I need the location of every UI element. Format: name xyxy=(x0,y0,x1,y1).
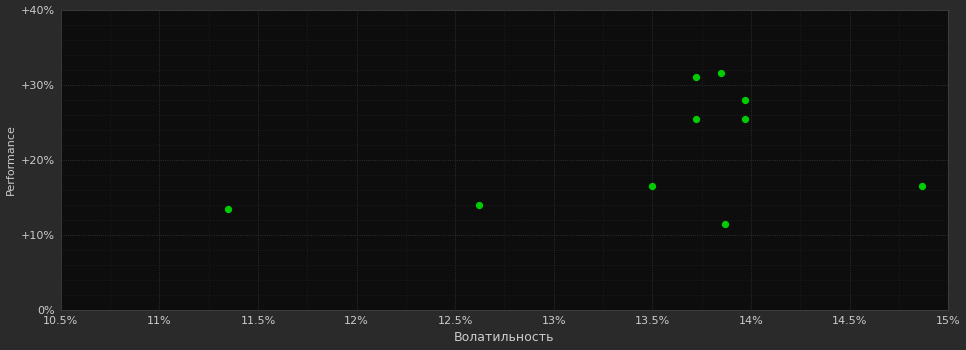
Point xyxy=(220,206,236,212)
Point xyxy=(644,183,660,189)
Point xyxy=(471,202,487,208)
Point xyxy=(718,221,733,227)
Point xyxy=(688,116,703,121)
Point xyxy=(915,183,930,189)
X-axis label: Волатильность: Волатильность xyxy=(454,331,554,344)
Point xyxy=(737,116,753,121)
Y-axis label: Performance: Performance xyxy=(6,125,15,195)
Point xyxy=(737,97,753,103)
Point xyxy=(714,71,729,76)
Point xyxy=(688,75,703,80)
